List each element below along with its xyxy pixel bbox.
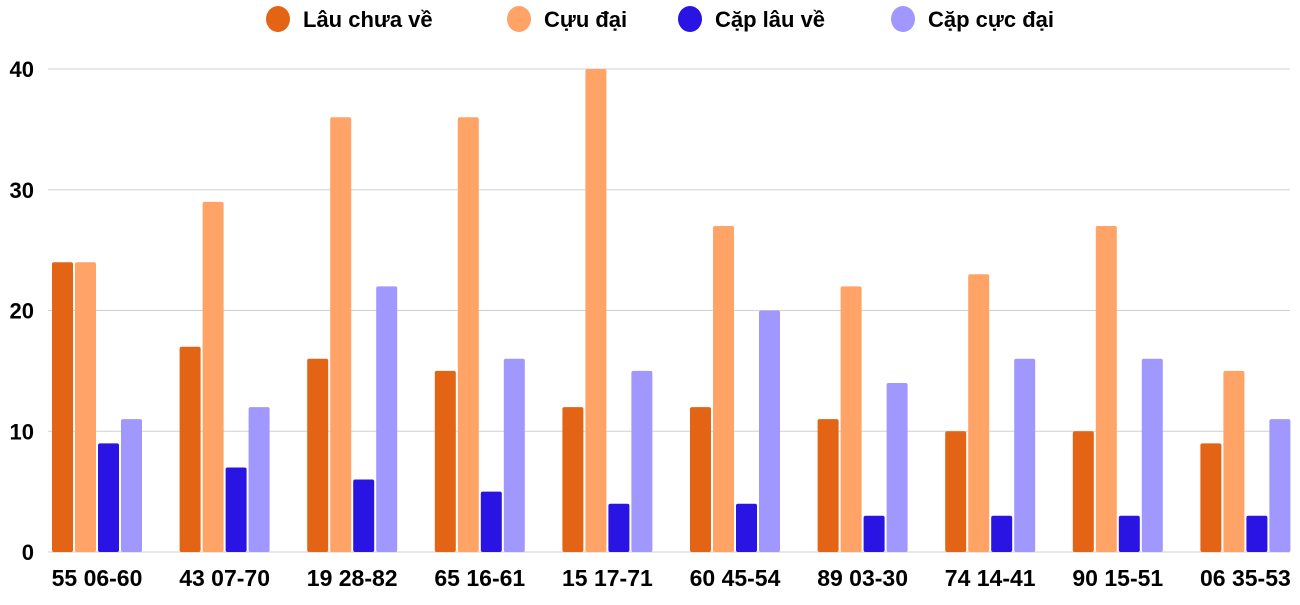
- legend-item: Cặp cực đại: [891, 6, 1054, 32]
- legend-swatch: [891, 6, 915, 32]
- legend-swatch: [266, 6, 290, 32]
- legend-swatch: [507, 6, 531, 32]
- bar: [330, 117, 352, 553]
- bar: [1072, 431, 1094, 552]
- bar: [840, 286, 862, 552]
- y-tick-label: 0: [22, 540, 34, 565]
- legend-label: Cặp cực đại: [928, 7, 1054, 32]
- y-tick-label: 30: [10, 178, 34, 203]
- bar: [457, 117, 479, 553]
- bar: [480, 491, 502, 552]
- bar: [179, 346, 201, 552]
- bar: [1223, 370, 1245, 552]
- bar: [307, 358, 329, 552]
- bar: [202, 201, 224, 552]
- bar: [713, 225, 734, 552]
- y-tick-label: 40: [10, 57, 34, 82]
- legend-swatch: [678, 6, 702, 32]
- legend-label: Lâu chưa về: [303, 7, 433, 32]
- y-axis: 0 10 20 30 40: [10, 57, 34, 565]
- bar: [886, 382, 908, 552]
- x-tick-label: 65 16-61: [434, 565, 525, 591]
- x-tick-label: 74 14-41: [945, 565, 1036, 591]
- x-tick-label: 43 07-70: [179, 565, 270, 591]
- bar: [98, 443, 119, 552]
- bar: [52, 262, 73, 552]
- x-tick-label: 19 28-82: [307, 565, 398, 591]
- bar: [1014, 358, 1036, 552]
- bar: [690, 407, 711, 552]
- bar: [759, 310, 780, 552]
- bar: [608, 503, 630, 552]
- legend: Lâu chưa về Cựu đại Cặp lâu về Cặp cực đại: [266, 6, 1054, 32]
- bar: [353, 479, 375, 552]
- bar: [1200, 443, 1222, 552]
- bar: [562, 407, 584, 552]
- bar: [817, 419, 839, 552]
- bar: [863, 515, 885, 552]
- bar: [991, 515, 1013, 552]
- bar: [968, 274, 990, 552]
- x-tick-label: 15 17-71: [562, 565, 653, 591]
- x-tick-label: 06 35-53: [1200, 565, 1291, 591]
- bar: [1118, 515, 1140, 552]
- x-tick-label: 90 15-51: [1072, 565, 1163, 591]
- bars: [52, 69, 1291, 553]
- bar: [1141, 358, 1163, 552]
- bar: [75, 262, 96, 552]
- bar: [945, 431, 967, 552]
- bar: [1269, 419, 1291, 552]
- bar: [248, 407, 270, 552]
- bar: [225, 467, 247, 552]
- bar: [631, 370, 653, 552]
- bar: [434, 370, 456, 552]
- bar: [121, 419, 142, 552]
- y-tick-label: 20: [10, 299, 34, 324]
- bar: [376, 286, 398, 552]
- x-axis: 55 06-60 43 07-70 19 28-82 65 16-61 15 17-71…: [52, 565, 1291, 591]
- bar: [1246, 515, 1268, 552]
- legend-item: Cựu đại: [507, 6, 627, 32]
- legend-item: Cặp lâu về: [678, 6, 825, 32]
- bar: [585, 69, 607, 552]
- x-tick-label: 55 06-60: [52, 565, 143, 591]
- legend-item: Lâu chưa về: [266, 6, 433, 32]
- x-tick-label: 60 45-54: [690, 565, 781, 591]
- y-tick-label: 10: [10, 419, 34, 444]
- legend-label: Cựu đại: [544, 7, 627, 32]
- legend-label: Cặp lâu về: [715, 7, 825, 32]
- bar: [503, 358, 525, 552]
- bar: [1095, 225, 1117, 552]
- bar: [736, 503, 757, 552]
- x-tick-label: 89 03-30: [817, 565, 908, 591]
